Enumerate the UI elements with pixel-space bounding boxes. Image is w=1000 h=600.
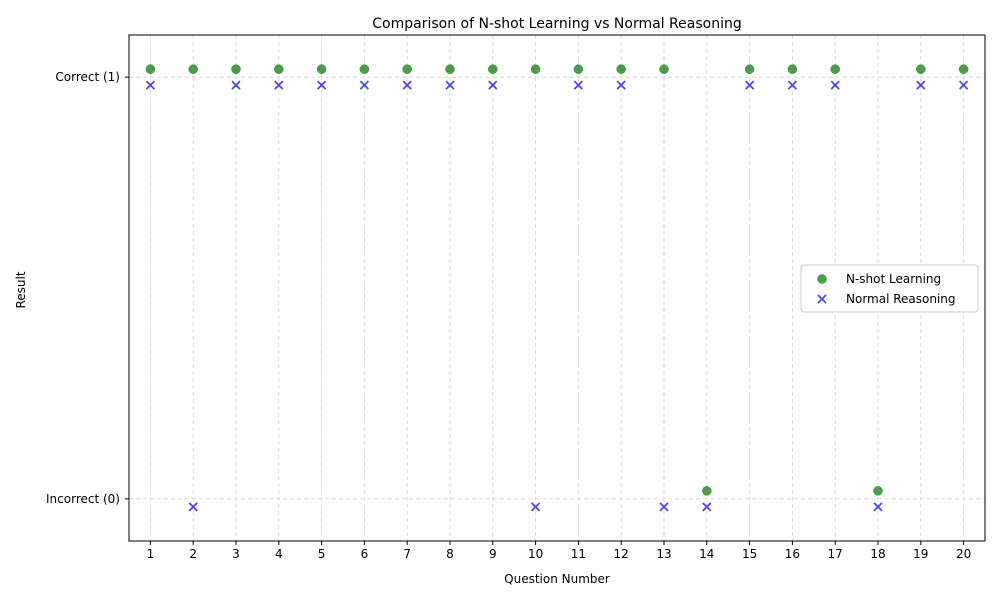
x-tick-label: 11 bbox=[571, 547, 586, 561]
data-points bbox=[145, 64, 969, 512]
normal-reasoning-point bbox=[958, 80, 969, 90]
n-shot-point bbox=[616, 64, 626, 74]
x-tick-label: 4 bbox=[275, 547, 283, 561]
x-tick-label: 5 bbox=[318, 547, 326, 561]
x-tick-label: 10 bbox=[528, 547, 543, 561]
legend: N-shot Learning Normal Reasoning bbox=[800, 264, 979, 313]
n-shot-point bbox=[402, 64, 412, 74]
n-shot-point bbox=[744, 64, 755, 74]
x-tick-label: 1 bbox=[147, 547, 155, 561]
n-shot-point bbox=[916, 64, 926, 74]
y-tick-label: Incorrect (0) bbox=[46, 492, 120, 506]
x-axis-label: Question Number bbox=[504, 572, 610, 586]
x-tick-label: 7 bbox=[403, 547, 411, 561]
y-axis-label: Result bbox=[14, 271, 28, 308]
y-tick-label: Correct (1) bbox=[55, 70, 120, 84]
n-shot-point bbox=[702, 486, 712, 496]
x-tick-label: 6 bbox=[361, 547, 369, 561]
legend-label: N-shot Learning bbox=[846, 272, 941, 286]
n-shot-point bbox=[659, 64, 669, 74]
n-shot-point bbox=[188, 64, 198, 74]
plot-frame bbox=[128, 34, 986, 542]
normal-reasoning-point bbox=[744, 80, 755, 90]
x-tick-label: 3 bbox=[232, 547, 240, 561]
normal-reasoning-point bbox=[916, 80, 926, 90]
chart-title: Comparison of N-shot Learning vs Normal … bbox=[372, 16, 741, 32]
x-tick-label: 18 bbox=[870, 547, 885, 561]
normal-reasoning-point bbox=[830, 80, 840, 90]
x-tick-label: 9 bbox=[489, 547, 497, 561]
n-shot-point bbox=[830, 64, 840, 74]
x-tick-label: 14 bbox=[699, 547, 714, 561]
n-shot-point bbox=[958, 64, 969, 74]
normal-reasoning-point bbox=[616, 80, 626, 90]
n-shot-point bbox=[445, 64, 455, 74]
normal-reasoning-point bbox=[402, 80, 412, 90]
n-shot-point bbox=[274, 64, 284, 74]
normal-reasoning-point bbox=[573, 80, 584, 90]
x-tick-label: 2 bbox=[189, 547, 197, 561]
n-shot-point bbox=[359, 64, 370, 74]
normal-reasoning-point bbox=[316, 80, 327, 90]
x-tick-label: 13 bbox=[656, 547, 671, 561]
n-shot-point bbox=[573, 64, 584, 74]
x-tick-label: 16 bbox=[785, 547, 800, 561]
legend-box bbox=[800, 264, 979, 313]
x-tick-label: 8 bbox=[446, 547, 454, 561]
x-tick-label: 19 bbox=[913, 547, 928, 561]
n-shot-point bbox=[145, 64, 156, 74]
legend-marker bbox=[817, 274, 827, 284]
x-tick-label: 15 bbox=[742, 547, 757, 561]
normal-reasoning-point bbox=[659, 502, 669, 512]
x-tick-label: 12 bbox=[614, 547, 629, 561]
legend-marker bbox=[817, 294, 827, 304]
x-tick-label: 20 bbox=[956, 547, 971, 561]
x-axis-ticks: 1 2 3 4 5 6 7 8 9 10 11 12 13 14 15 16 17 18 19 20 bbox=[147, 541, 971, 561]
legend-label: Normal Reasoning bbox=[846, 292, 956, 306]
normal-reasoning-point bbox=[530, 502, 541, 512]
normal-reasoning-point bbox=[188, 502, 198, 512]
normal-reasoning-point bbox=[445, 80, 455, 90]
y-axis-ticks: Correct (1) Incorrect (0) bbox=[46, 70, 129, 506]
n-shot-point bbox=[787, 64, 798, 74]
n-shot-point bbox=[316, 64, 327, 74]
normal-reasoning-point bbox=[488, 80, 498, 90]
n-shot-point bbox=[488, 64, 498, 74]
normal-reasoning-point bbox=[359, 80, 370, 90]
n-shot-point bbox=[231, 64, 241, 74]
normal-reasoning-point bbox=[787, 80, 798, 90]
n-shot-point bbox=[530, 64, 541, 74]
x-tick-label: 17 bbox=[828, 547, 843, 561]
normal-reasoning-point bbox=[274, 80, 284, 90]
normal-reasoning-point bbox=[231, 80, 241, 90]
normal-reasoning-point bbox=[145, 80, 156, 90]
n-shot-point bbox=[873, 486, 883, 496]
normal-reasoning-point bbox=[873, 502, 883, 512]
normal-reasoning-point bbox=[702, 502, 712, 512]
